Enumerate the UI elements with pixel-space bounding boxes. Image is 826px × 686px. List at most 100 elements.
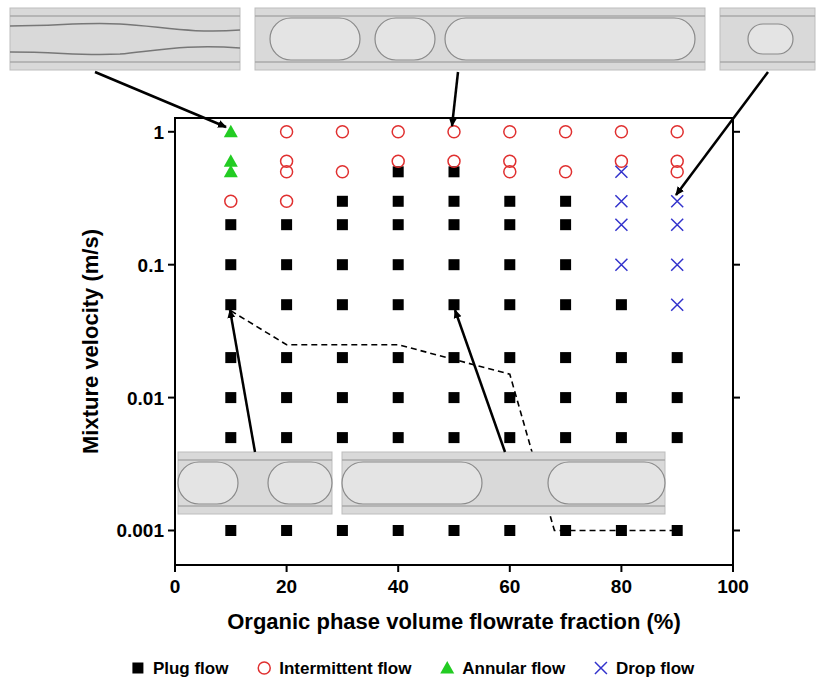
arrow bbox=[676, 72, 768, 195]
inset-image bbox=[255, 8, 705, 70]
point bbox=[560, 352, 571, 363]
point bbox=[615, 126, 627, 138]
y-tick bbox=[168, 397, 175, 399]
arrow bbox=[95, 72, 226, 127]
point bbox=[504, 352, 515, 363]
point bbox=[504, 126, 516, 138]
channel-wall bbox=[10, 61, 240, 63]
point bbox=[225, 195, 237, 207]
inset-plug bbox=[268, 462, 332, 504]
point bbox=[560, 196, 571, 207]
inset-plug bbox=[748, 24, 793, 54]
legend: Plug flowIntermittent flowAnnular flowDr… bbox=[132, 659, 695, 678]
point bbox=[616, 299, 627, 310]
channel-wall bbox=[255, 15, 705, 17]
point bbox=[281, 432, 292, 443]
point bbox=[225, 299, 236, 310]
point bbox=[225, 219, 236, 230]
point bbox=[671, 259, 683, 271]
point bbox=[225, 525, 236, 536]
point bbox=[337, 392, 348, 403]
inset-plug bbox=[375, 18, 435, 60]
inset-plug bbox=[548, 462, 665, 504]
point bbox=[504, 259, 515, 270]
boundary-line bbox=[231, 311, 677, 531]
legend-marker bbox=[132, 663, 143, 674]
point bbox=[393, 392, 404, 403]
inset-interface bbox=[10, 47, 240, 55]
point bbox=[281, 126, 293, 138]
point bbox=[224, 165, 238, 178]
point bbox=[336, 166, 348, 178]
x-tick-label: 20 bbox=[276, 576, 297, 597]
x-tick-label: 100 bbox=[717, 576, 749, 597]
point bbox=[449, 299, 460, 310]
point bbox=[281, 299, 292, 310]
inset-plug bbox=[270, 18, 360, 60]
marks bbox=[224, 125, 683, 536]
y-tick-right bbox=[733, 529, 740, 531]
channel-wall bbox=[342, 459, 665, 461]
point bbox=[615, 219, 627, 231]
point bbox=[393, 299, 404, 310]
x-tick-label: 60 bbox=[499, 576, 520, 597]
inset-image bbox=[178, 452, 332, 514]
inset-interface bbox=[10, 23, 240, 31]
x-tick bbox=[509, 565, 511, 572]
point bbox=[671, 299, 683, 311]
point bbox=[281, 525, 292, 536]
x-tick bbox=[397, 565, 399, 572]
inset-plug bbox=[342, 462, 482, 504]
channel-wall bbox=[255, 61, 705, 63]
point bbox=[615, 155, 627, 167]
y-tick-label: 0.01 bbox=[127, 388, 164, 409]
legend-marker bbox=[440, 661, 454, 674]
point bbox=[504, 432, 515, 443]
point bbox=[337, 352, 348, 363]
arrow bbox=[230, 310, 255, 452]
point bbox=[337, 432, 348, 443]
legend-label: Intermittent flow bbox=[279, 659, 412, 678]
legend-label: Annular flow bbox=[462, 659, 566, 678]
y-axis-title: Mixture velocity (m/s) bbox=[78, 229, 103, 454]
point bbox=[560, 432, 571, 443]
point bbox=[225, 432, 236, 443]
series bbox=[225, 166, 682, 536]
x-tick bbox=[174, 565, 176, 572]
legend-label: Plug flow bbox=[153, 659, 229, 678]
x-tick bbox=[620, 565, 622, 572]
point bbox=[393, 259, 404, 270]
point bbox=[560, 392, 571, 403]
point bbox=[337, 525, 348, 536]
plot-frame bbox=[175, 118, 733, 565]
point bbox=[393, 219, 404, 230]
point bbox=[281, 166, 293, 178]
y-tick bbox=[168, 529, 175, 531]
point bbox=[616, 352, 627, 363]
point bbox=[671, 195, 683, 207]
point bbox=[672, 392, 683, 403]
point bbox=[615, 259, 627, 271]
point bbox=[560, 259, 571, 270]
point bbox=[616, 432, 627, 443]
point bbox=[504, 525, 515, 536]
y-tick-label: 0.001 bbox=[116, 520, 164, 541]
point bbox=[449, 196, 460, 207]
point bbox=[337, 299, 348, 310]
point bbox=[281, 195, 293, 207]
point bbox=[672, 432, 683, 443]
legend-marker bbox=[258, 662, 270, 674]
point bbox=[393, 352, 404, 363]
arrow bbox=[455, 310, 505, 452]
point bbox=[671, 166, 683, 178]
point bbox=[392, 155, 404, 167]
point bbox=[504, 392, 515, 403]
point bbox=[560, 219, 571, 230]
channel-wall bbox=[720, 15, 815, 17]
channel-wall bbox=[10, 15, 240, 17]
point bbox=[281, 259, 292, 270]
point bbox=[448, 126, 460, 138]
y-tick bbox=[168, 131, 175, 133]
point bbox=[392, 126, 404, 138]
point bbox=[672, 352, 683, 363]
